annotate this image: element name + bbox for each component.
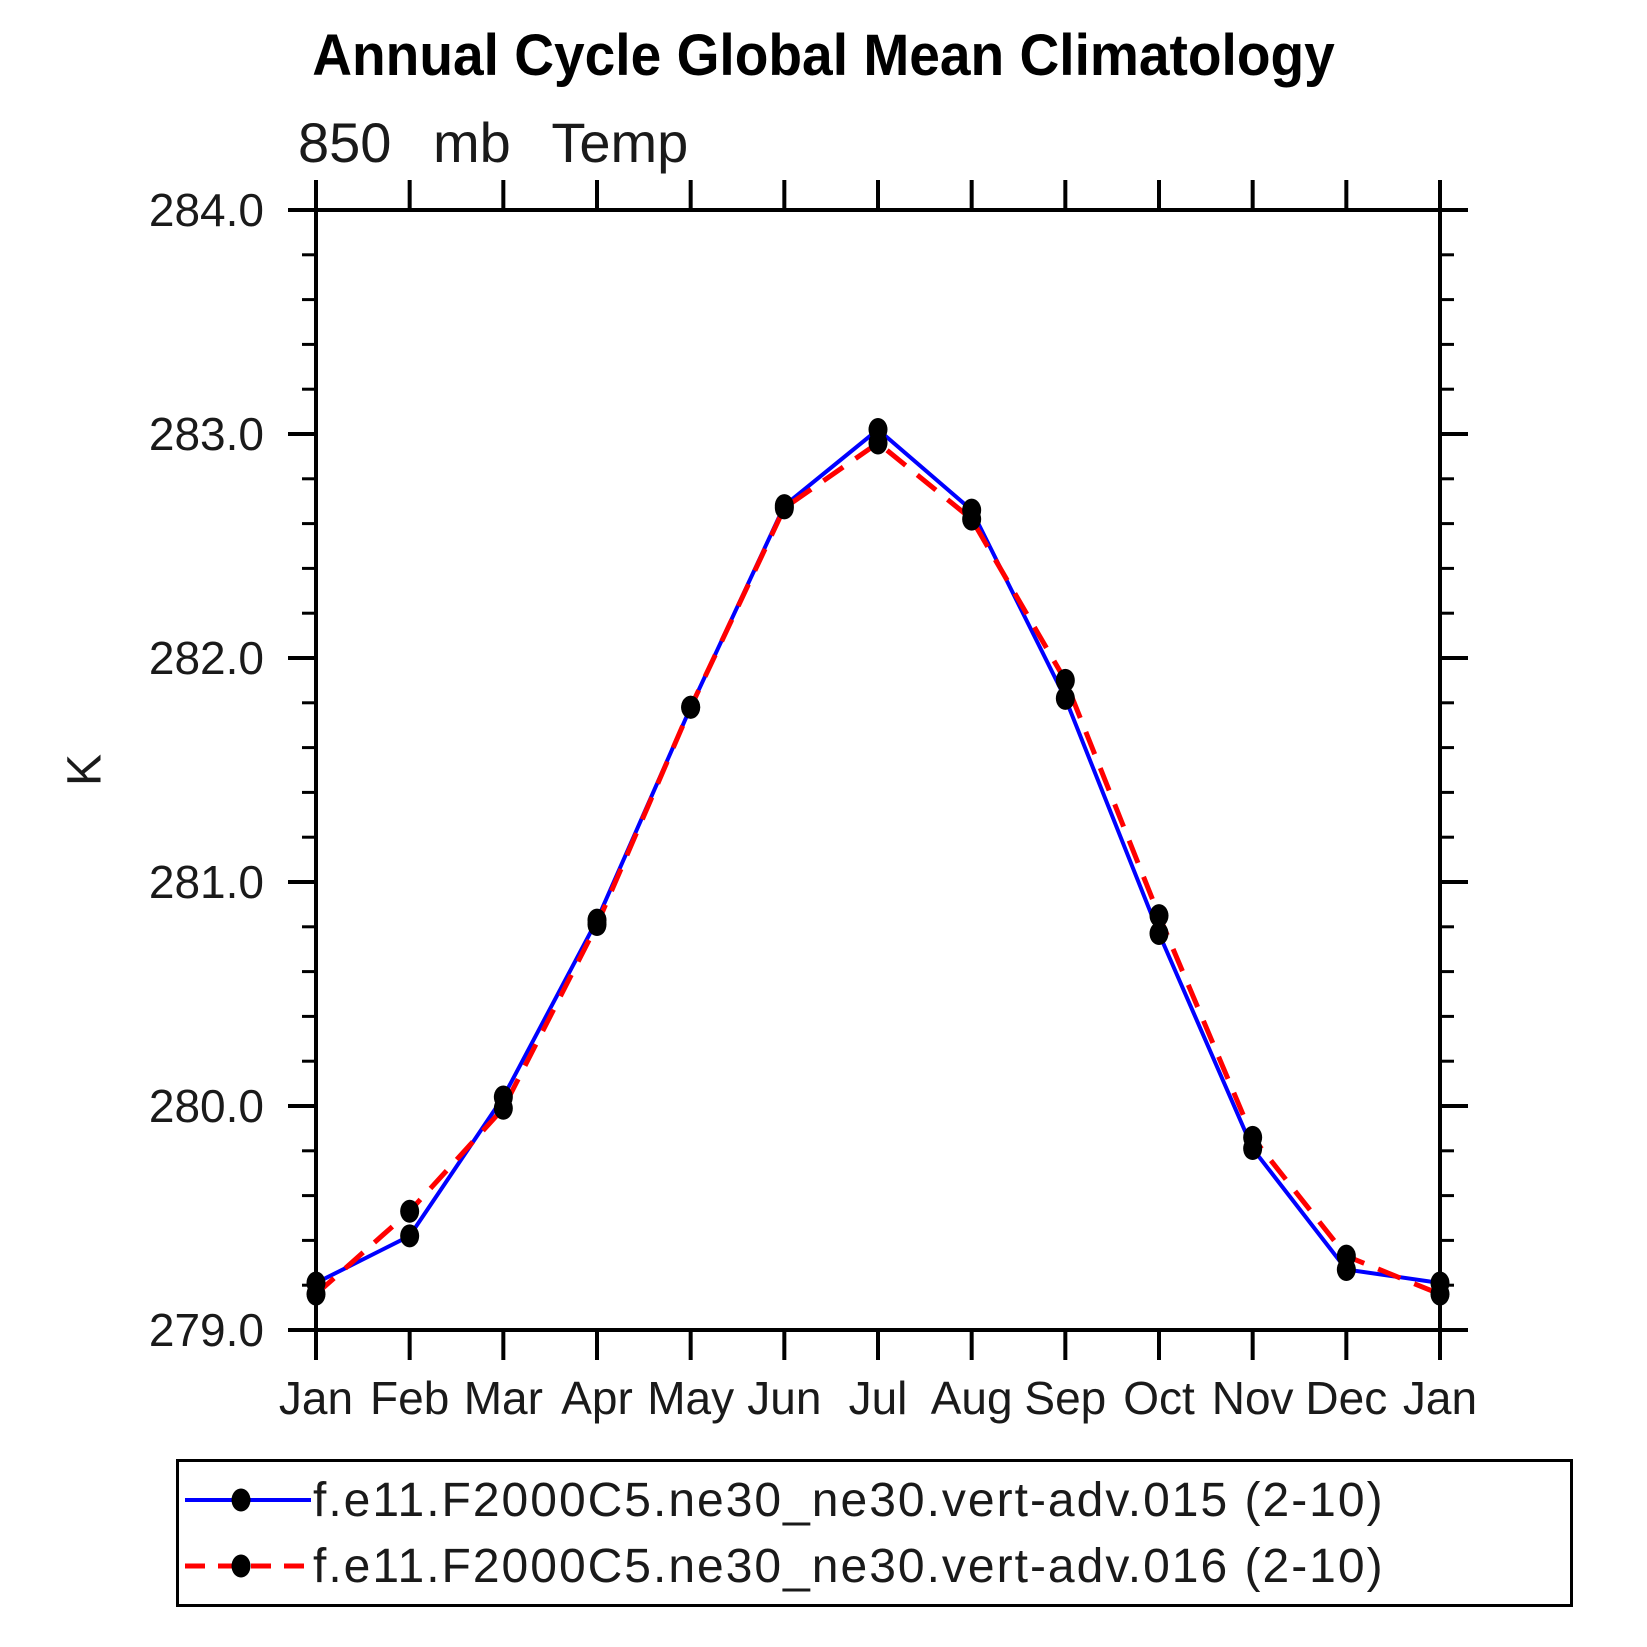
data-point-marker-series-1 — [400, 1199, 420, 1223]
x-tick-label: Dec — [1305, 1372, 1387, 1424]
legend: f.e11.F2000C5.ne30_ne30.vert-adv.015 (2-… — [176, 1459, 1573, 1607]
data-point-marker-series-0 — [400, 1224, 420, 1248]
data-point-marker-series-1 — [774, 496, 794, 520]
x-tick-label: Jan — [1403, 1372, 1477, 1424]
x-tick-label: May — [647, 1372, 734, 1424]
data-point-marker-series-0 — [1149, 922, 1169, 946]
legend-line-sample-red — [185, 1554, 311, 1578]
x-tick-label: Apr — [561, 1372, 633, 1424]
series-line-0 — [315, 426, 1441, 1285]
data-point-marker-series-1 — [868, 431, 888, 455]
y-tick-label: 280.0 — [149, 1080, 264, 1132]
x-tick-label: Feb — [370, 1372, 449, 1424]
series-line-1 — [314, 439, 1441, 1297]
data-point-marker-series-0 — [1055, 686, 1075, 710]
legend-label-series-016: f.e11.F2000C5.ne30_ne30.vert-adv.016 (2-… — [313, 1539, 1385, 1593]
data-point-marker-series-1 — [1243, 1125, 1263, 1149]
chart-title: Annual Cycle Global Mean Climatology — [312, 23, 1335, 88]
y-tick-label: 279.0 — [149, 1304, 264, 1356]
data-point-marker-series-1 — [1336, 1244, 1356, 1268]
legend-line-sample-blue — [185, 1488, 311, 1512]
y-tick-label: 282.0 — [149, 632, 264, 684]
data-point-marker-series-1 — [1055, 668, 1075, 692]
y-tick-label: 281.0 — [149, 856, 264, 908]
legend-item-series-016: f.e11.F2000C5.ne30_ne30.vert-adv.016 (2-… — [179, 1533, 1570, 1599]
chart-subtitle: 850 mb Temp — [298, 111, 689, 174]
x-tick-label: Aug — [931, 1372, 1013, 1424]
data-point-marker-series-1 — [681, 695, 701, 719]
x-tick-label: Nov — [1212, 1372, 1294, 1424]
data-point-marker-series-1 — [1149, 904, 1169, 928]
y-tick-label: 283.0 — [149, 408, 264, 460]
x-tick-label: Jan — [279, 1372, 353, 1424]
y-tick-label: 284.0 — [149, 184, 264, 236]
legend-marker-dot — [231, 1554, 251, 1578]
data-point-marker-series-1 — [587, 913, 607, 937]
data-point-marker-series-1 — [306, 1282, 326, 1306]
legend-label-series-015: f.e11.F2000C5.ne30_ne30.vert-adv.015 (2-… — [313, 1473, 1385, 1527]
data-point-marker-series-1 — [962, 507, 982, 531]
data-point-marker-series-1 — [493, 1096, 513, 1120]
legend-marker-dot — [231, 1488, 251, 1512]
x-tick-label: Mar — [464, 1372, 543, 1424]
x-tick-label: Jun — [747, 1372, 821, 1424]
x-tick-label: Jul — [849, 1372, 908, 1424]
legend-item-series-015: f.e11.F2000C5.ne30_ne30.vert-adv.015 (2-… — [179, 1467, 1570, 1533]
x-tick-label: Sep — [1024, 1372, 1106, 1424]
x-tick-label: Oct — [1123, 1372, 1195, 1424]
data-point-marker-series-1 — [1430, 1282, 1450, 1306]
